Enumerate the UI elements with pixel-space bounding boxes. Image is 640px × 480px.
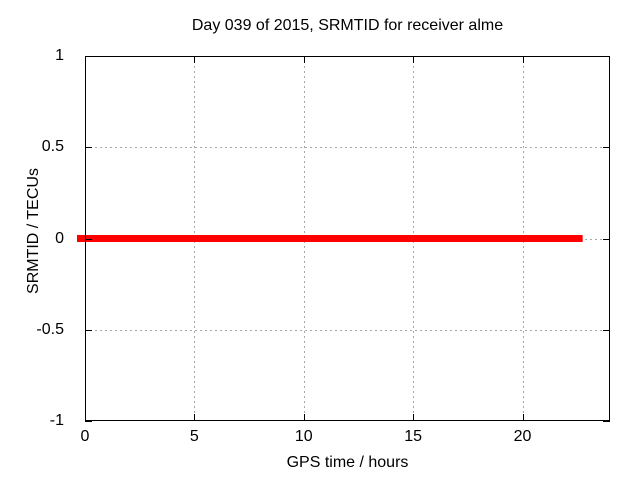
x-tick-label: 20 — [513, 428, 532, 445]
x-tick-label: 10 — [294, 428, 313, 445]
x-tick-label: 0 — [80, 428, 90, 445]
x-axis-label: GPS time / hours — [286, 454, 409, 471]
x-tick-label: 15 — [404, 428, 423, 445]
y-tick-label: -0.5 — [36, 320, 64, 338]
y-tick-label: 0.5 — [41, 138, 64, 156]
y-tick-label: 0 — [55, 229, 64, 247]
chart-title: Day 039 of 2015, SRMTID for receiver alm… — [191, 17, 504, 34]
plot-border — [85, 56, 610, 421]
y-tick-label: -1 — [49, 412, 64, 429]
x-tick-label: 5 — [189, 428, 199, 445]
y-tick-label: 1 — [55, 47, 64, 64]
